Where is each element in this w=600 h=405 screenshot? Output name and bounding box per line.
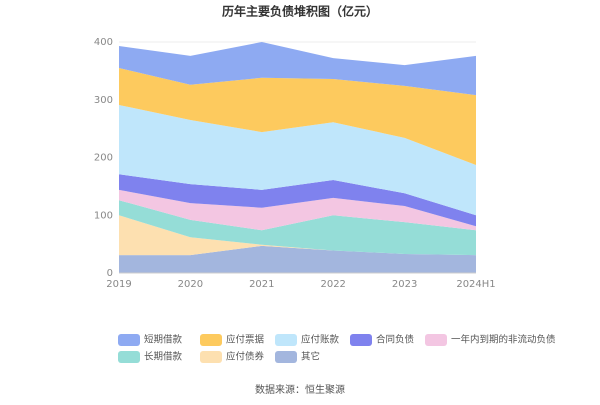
x-tick-label: 2024H1 (456, 279, 495, 290)
legend-swatch (118, 351, 140, 363)
source-note: 数据来源：恒生聚源 (255, 383, 345, 396)
legend-label: 应付债券 (226, 351, 265, 363)
x-tick-label: 2023 (392, 279, 417, 290)
area (119, 67, 476, 166)
chart-title: 历年主要负债堆积图（亿元） (222, 4, 378, 19)
legend-label: 应付票据 (226, 334, 265, 346)
area (119, 215, 476, 256)
legend-swatch (200, 334, 222, 346)
legend-label: 长期借款 (144, 351, 183, 363)
area (119, 245, 476, 273)
legend-swatch (350, 334, 372, 346)
area (119, 189, 476, 231)
y-tick-label: 0 (107, 268, 113, 279)
x-tick-label: 2019 (106, 279, 131, 290)
legend-label: 应付账款 (301, 334, 340, 346)
x-tick-label: 2022 (320, 279, 345, 290)
legend-label: 一年内到期的非流动负债 (451, 334, 556, 346)
legend-swatch (425, 334, 447, 346)
legend-swatch (200, 351, 222, 363)
x-tick-label: 2020 (178, 279, 203, 290)
y-tick-label: 200 (94, 153, 113, 164)
legend-label: 短期借款 (144, 334, 183, 346)
area (119, 200, 476, 256)
y-tick-label: 300 (94, 95, 113, 106)
legend-swatch (118, 334, 140, 346)
legend-swatch (275, 351, 297, 363)
y-tick-label: 400 (94, 37, 113, 48)
y-tick-label: 100 (94, 210, 113, 221)
area (119, 42, 476, 96)
area (119, 104, 476, 216)
legend-label: 其它 (301, 351, 320, 363)
legend-swatch (275, 334, 297, 346)
area (119, 174, 476, 227)
x-tick-label: 2021 (249, 279, 274, 290)
legend-label: 合同负债 (376, 334, 415, 346)
